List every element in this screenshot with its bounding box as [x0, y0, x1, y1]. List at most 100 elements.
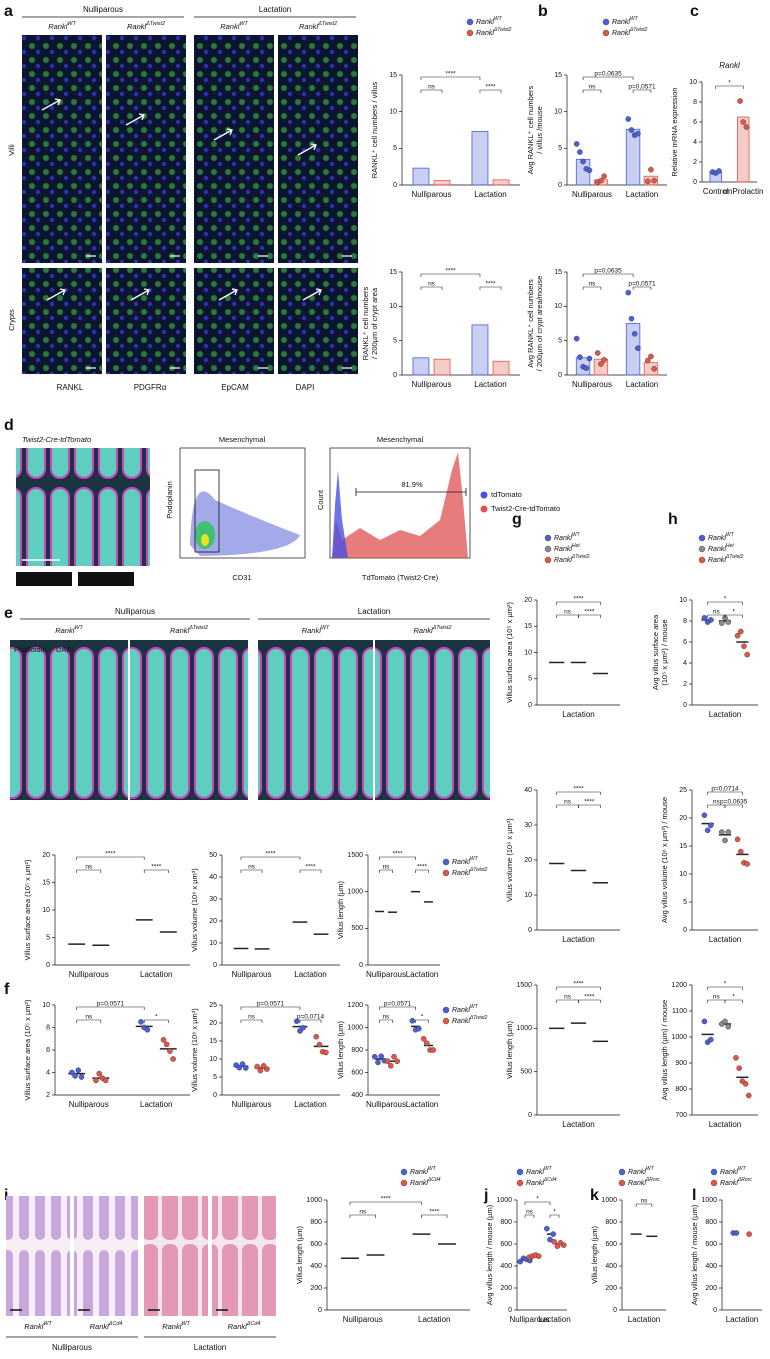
annotation: **** — [485, 281, 496, 288]
legend-label-sup: Het — [572, 543, 580, 549]
legend-label-sup: ΔRorc — [645, 1177, 660, 1183]
y-tick-label: 200 — [705, 1285, 717, 1292]
data-point — [745, 1092, 752, 1099]
annotation: * — [553, 1209, 556, 1216]
image-3d — [10, 640, 128, 800]
y-tick-label: 10 — [389, 109, 397, 116]
y-tick-label: 1000 — [496, 1197, 512, 1204]
data-point — [708, 1036, 714, 1043]
y-tick-label: 800 — [605, 1219, 617, 1226]
annotation: **** — [381, 1196, 392, 1203]
genotype-label-base: Rankl — [55, 626, 75, 635]
y-tick-label: 1000 — [347, 889, 363, 896]
y-tick-label: 600 — [500, 1241, 512, 1248]
x-tick-label: Nulliparous — [231, 1100, 271, 1109]
bar — [471, 131, 489, 186]
annotation: **** — [445, 71, 456, 78]
annotation: p=0,0571 — [628, 281, 656, 288]
legend-marker — [400, 1168, 408, 1176]
y-tick-label: 15 — [389, 269, 397, 276]
micrograph-crypts — [194, 268, 274, 374]
x-tick-label: rmProlactin — [723, 187, 763, 196]
y-tick-label: 500 — [351, 925, 363, 932]
data-point — [746, 1231, 752, 1237]
genotype-label: RanklΔTwist2 — [127, 21, 165, 31]
y-tick-label: 0 — [528, 927, 532, 934]
y-tick-label: 20 — [209, 918, 217, 925]
stain-label: RANKL — [57, 383, 84, 392]
bracket — [715, 85, 744, 89]
y-axis-label: Villus surface area (10⁵ x µm²) — [505, 601, 514, 703]
legend-marker — [618, 1168, 626, 1176]
genotype-label-base: Rankl — [127, 22, 147, 31]
legend-marker — [698, 534, 706, 542]
panel-letter: h — [668, 511, 678, 528]
data-point — [708, 617, 714, 623]
legend-label: RanklHet — [554, 543, 580, 553]
y-tick-label: 20 — [524, 597, 532, 604]
y-tick-label: 500 — [520, 1069, 532, 1076]
bracket — [379, 869, 393, 873]
stain-box — [78, 572, 134, 586]
legend-marker — [466, 29, 474, 37]
data-point — [741, 643, 747, 650]
legend-label-sup: WT — [726, 532, 735, 538]
legend-label: RanklΔTwist2 — [452, 867, 488, 877]
x-tick-label: Nulliparous — [411, 380, 451, 389]
stain-box — [16, 572, 72, 586]
y-axis-label: RANKL⁺ cell numbers — [361, 286, 370, 360]
y-tick-label: 0 — [528, 702, 532, 709]
x-tick-label: Lactation — [538, 1315, 570, 1324]
group-header: Lactation — [194, 1343, 226, 1352]
y-axis-label: Villus volume (10⁶ x µm³) — [505, 818, 514, 902]
legend-label-base: Rankl — [554, 535, 572, 542]
bracket — [582, 286, 602, 290]
bracket — [420, 89, 443, 93]
y-tick-label: 0 — [213, 1092, 217, 1099]
legend-marker — [480, 491, 488, 499]
y-tick-label: 10 — [679, 597, 687, 604]
bracket — [556, 986, 601, 990]
arrow — [125, 113, 145, 126]
y-tick-label: 2 — [46, 1092, 50, 1099]
legend-label-base: Rankl — [476, 30, 494, 37]
data-point — [744, 651, 750, 658]
data-point — [138, 1019, 144, 1025]
stain-label: PDGFRα — [134, 383, 167, 392]
legend-label-base: Rankl — [628, 1180, 646, 1187]
data-point — [577, 149, 583, 155]
x-tick-label: Lactation — [294, 970, 326, 979]
data-point — [733, 1055, 739, 1061]
stain-label: Phalloidin — [14, 645, 47, 654]
plot-title: Mesenchymal — [377, 435, 424, 444]
legend-label: RanklHet — [708, 543, 734, 553]
data-point — [550, 1231, 557, 1237]
y-tick-label: 10 — [554, 109, 562, 116]
data-point — [102, 1077, 109, 1084]
annotation: **** — [417, 864, 428, 871]
annotation: **** — [573, 596, 584, 603]
legend-label-base: Rankl — [720, 1169, 738, 1176]
density-core — [201, 534, 209, 546]
data-point — [430, 1047, 437, 1053]
y-tick-label: 200 — [605, 1285, 617, 1292]
y-tick-label: 25 — [209, 1002, 217, 1009]
legend-label: RanklWT — [612, 16, 639, 26]
data-point — [163, 1041, 170, 1048]
y-axis-label: Villus volume (10⁶ x µm³) — [190, 1008, 199, 1092]
legend-label-base: Rankl — [452, 859, 470, 866]
y-tick-label: 600 — [351, 1069, 363, 1076]
data-point — [75, 1067, 82, 1074]
data-point — [651, 177, 657, 184]
genotype-label-base: Rankl — [90, 1322, 110, 1331]
y-axis-label: Avg villus length / mouse (µm) — [485, 1204, 494, 1305]
legend-marker — [466, 18, 474, 26]
y-tick-label: 20 — [42, 852, 50, 859]
data-point — [560, 1242, 567, 1248]
x-tick-label: Lactation — [406, 1100, 438, 1109]
y-tick-label: 1000 — [306, 1197, 322, 1204]
bracket — [524, 1201, 551, 1205]
data-point — [316, 1041, 323, 1048]
legend-label-sup: ΔTwist2 — [469, 867, 488, 873]
legend-label-base: Rankl — [554, 557, 572, 564]
